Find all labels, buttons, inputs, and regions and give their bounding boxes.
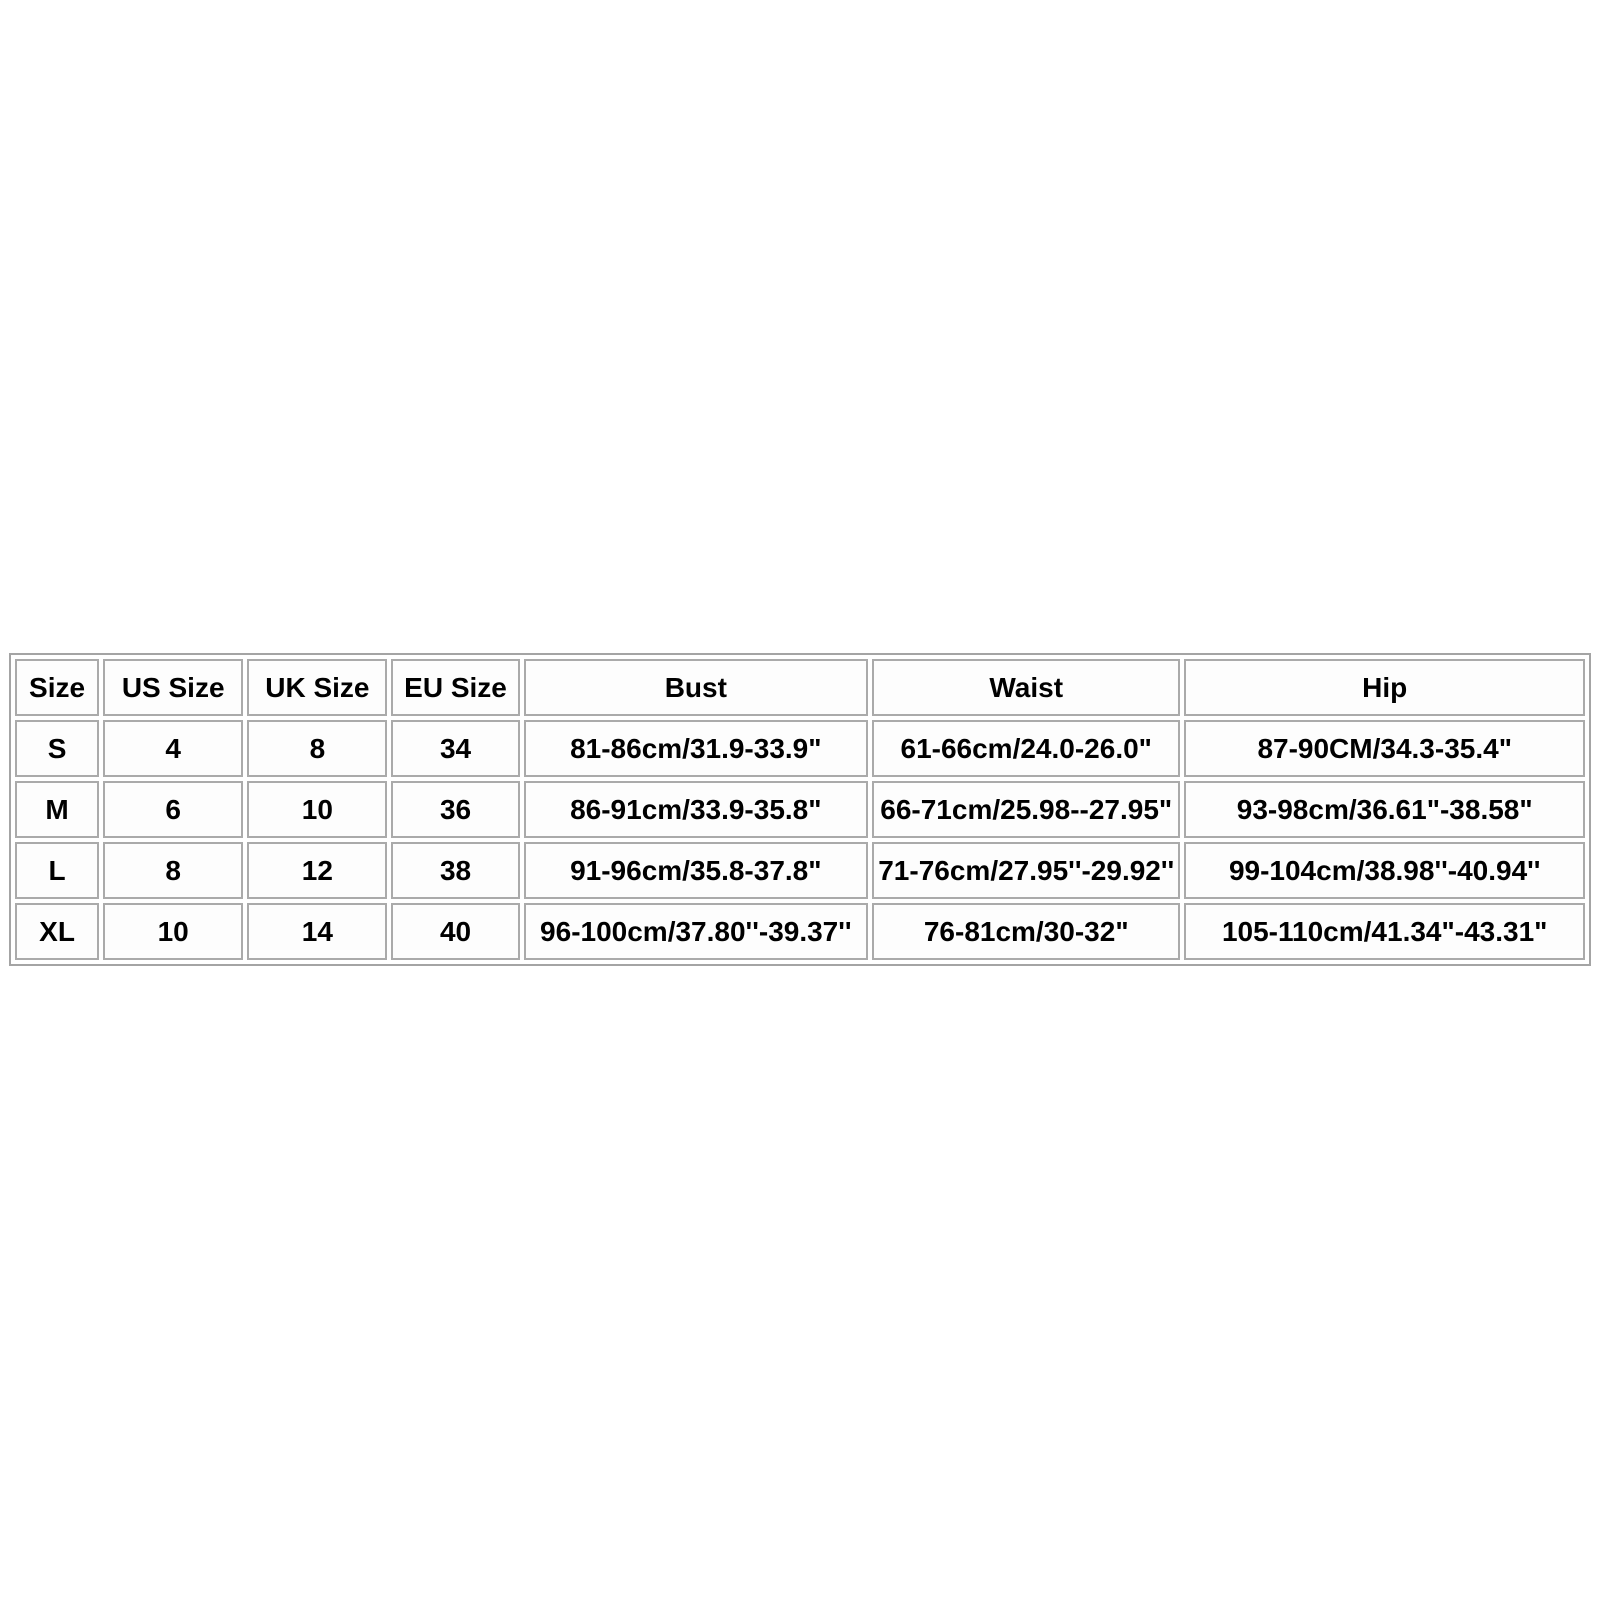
table-row-m: M 6 10 36 86-91cm/33.9-35.8" 66-71cm/25.… (15, 781, 1585, 838)
cell-waist: 71-76cm/27.95''-29.92'' (872, 842, 1181, 899)
table-row-s: S 4 8 34 81-86cm/31.9-33.9" 61-66cm/24.0… (15, 720, 1585, 777)
column-header-size: Size (15, 659, 100, 716)
cell-waist: 76-81cm/30-32" (872, 903, 1181, 960)
header-row: Size US Size UK Size EU Size Bust Waist … (15, 659, 1585, 716)
cell-eu-size: 40 (391, 903, 520, 960)
cell-bust: 86-91cm/33.9-35.8" (523, 781, 869, 838)
table-row-xl: XL 10 14 40 96-100cm/37.80''-39.37'' 76-… (15, 903, 1585, 960)
column-header-us-size: US Size (103, 659, 244, 716)
cell-waist: 66-71cm/25.98--27.95" (872, 781, 1181, 838)
column-header-eu-size: EU Size (391, 659, 520, 716)
column-header-waist: Waist (872, 659, 1181, 716)
cell-hip: 87-90CM/34.3-35.4" (1184, 720, 1585, 777)
table-row-l: L 8 12 38 91-96cm/35.8-37.8" 71-76cm/27.… (15, 842, 1585, 899)
cell-waist: 61-66cm/24.0-26.0" (872, 720, 1181, 777)
cell-size: XL (15, 903, 100, 960)
size-chart-table: Size US Size UK Size EU Size Bust Waist … (9, 653, 1591, 966)
cell-uk-size: 8 (247, 720, 388, 777)
cell-hip: 105-110cm/41.34"-43.31" (1184, 903, 1585, 960)
cell-size: S (15, 720, 100, 777)
column-header-hip: Hip (1184, 659, 1585, 716)
cell-bust: 96-100cm/37.80''-39.37'' (523, 903, 869, 960)
cell-bust: 91-96cm/35.8-37.8" (523, 842, 869, 899)
cell-uk-size: 12 (247, 842, 388, 899)
cell-bust: 81-86cm/31.9-33.9" (523, 720, 869, 777)
cell-hip: 93-98cm/36.61"-38.58" (1184, 781, 1585, 838)
cell-size: L (15, 842, 100, 899)
cell-eu-size: 38 (391, 842, 520, 899)
cell-size: M (15, 781, 100, 838)
cell-us-size: 10 (103, 903, 244, 960)
cell-us-size: 6 (103, 781, 244, 838)
cell-hip: 99-104cm/38.98''-40.94'' (1184, 842, 1585, 899)
cell-us-size: 4 (103, 720, 244, 777)
column-header-bust: Bust (523, 659, 869, 716)
cell-eu-size: 36 (391, 781, 520, 838)
cell-uk-size: 10 (247, 781, 388, 838)
cell-uk-size: 14 (247, 903, 388, 960)
cell-eu-size: 34 (391, 720, 520, 777)
cell-us-size: 8 (103, 842, 244, 899)
column-header-uk-size: UK Size (247, 659, 388, 716)
